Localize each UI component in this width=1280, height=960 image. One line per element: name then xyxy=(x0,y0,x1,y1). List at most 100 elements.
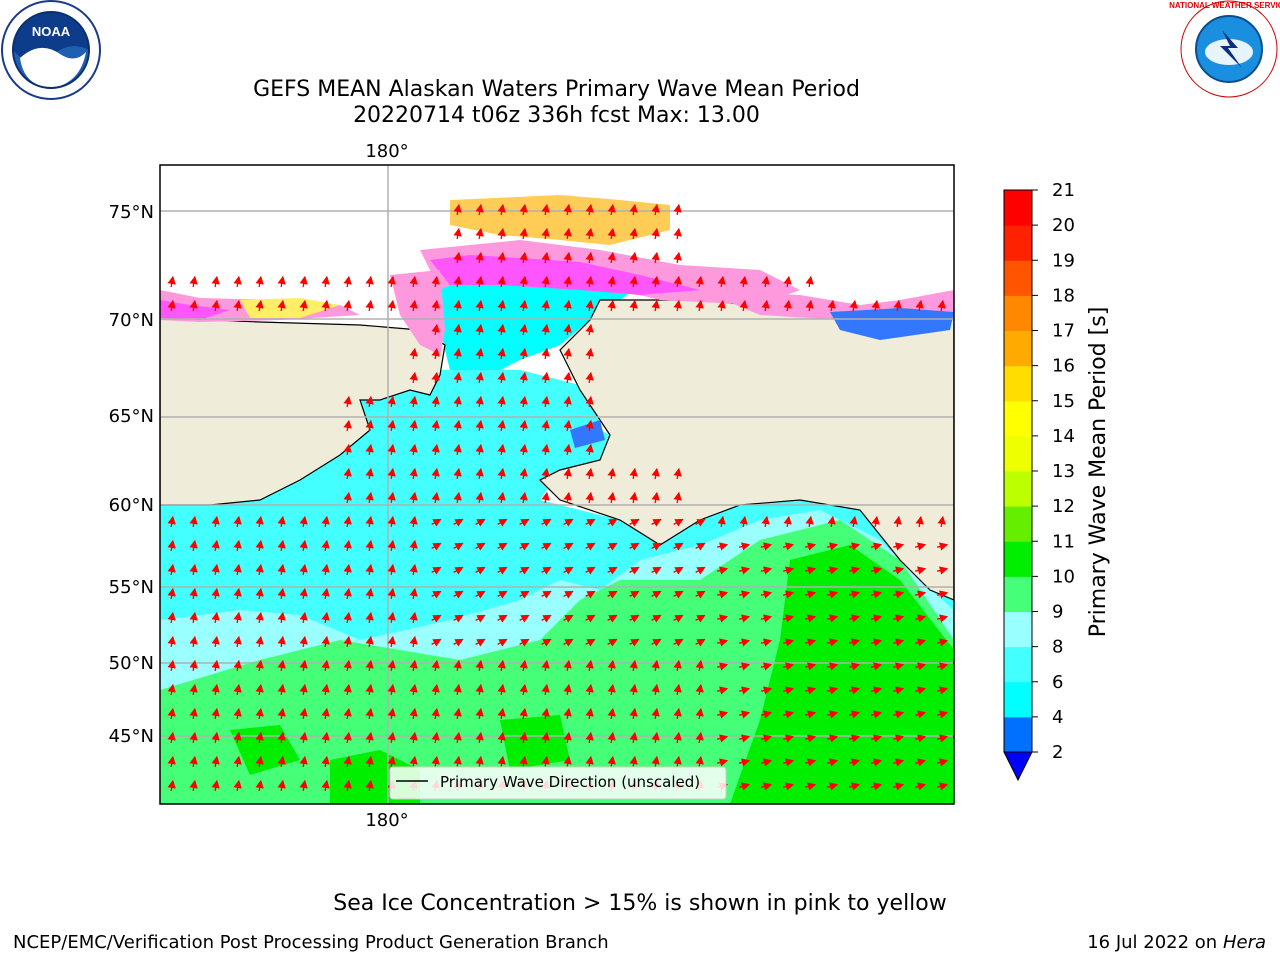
wave-arrow xyxy=(497,566,508,575)
wave-arrow xyxy=(519,467,528,480)
wave-arrow xyxy=(607,227,616,240)
wave-arrow xyxy=(760,710,773,719)
wave-arrow xyxy=(585,731,594,744)
wave-arrow xyxy=(475,755,484,768)
wave-arrow xyxy=(299,683,308,696)
wave-arrow xyxy=(804,638,817,647)
lon-label-bottom: 180° xyxy=(365,810,408,831)
wave-arrow xyxy=(871,515,880,528)
wave-arrow xyxy=(277,563,286,576)
wave-arrow xyxy=(387,419,396,432)
wave-arrow xyxy=(211,659,220,672)
wave-arrow xyxy=(453,443,462,456)
wave-arrow xyxy=(321,635,330,648)
wave-arrow xyxy=(189,707,198,720)
wave-arrow xyxy=(936,686,949,695)
wave-arrow xyxy=(321,611,330,624)
wave-arrow xyxy=(695,542,706,551)
wave-arrow xyxy=(167,611,176,624)
wave-arrow xyxy=(365,755,374,768)
wave-arrow xyxy=(453,323,462,336)
wave-arrow xyxy=(453,371,462,384)
wave-arrow xyxy=(387,683,396,696)
wave-arrow xyxy=(541,614,552,623)
wave-arrow xyxy=(431,443,440,456)
wave-arrow xyxy=(585,638,596,647)
wave-arrow xyxy=(651,518,662,527)
wave-arrow xyxy=(629,683,638,696)
wave-arrow xyxy=(475,638,486,647)
wave-arrow xyxy=(563,227,572,240)
wave-arrow xyxy=(167,275,176,288)
wave-arrow xyxy=(849,299,858,312)
wave-arrow xyxy=(673,275,682,288)
wave-arrow xyxy=(255,635,264,648)
colorbar-swatch xyxy=(1004,365,1032,402)
wave-arrow xyxy=(826,710,839,719)
wave-arrow xyxy=(607,731,616,744)
wave-arrow xyxy=(541,275,550,288)
wave-arrow xyxy=(409,347,418,360)
wave-arrow xyxy=(365,707,374,720)
wave-arrow xyxy=(233,707,242,720)
wave-arrow xyxy=(299,779,308,792)
wave-arrow xyxy=(585,275,594,288)
wave-arrow xyxy=(805,275,814,288)
wave-arrow xyxy=(915,515,924,528)
wave-arrow xyxy=(497,323,506,336)
wave-arrow xyxy=(892,686,905,695)
wave-arrow xyxy=(541,443,550,456)
wave-arrow xyxy=(563,614,574,623)
wave-arrow xyxy=(497,707,506,720)
wave-arrow xyxy=(738,542,751,551)
wave-arrow xyxy=(563,491,572,504)
wave-arrow xyxy=(409,419,418,432)
wave-arrow xyxy=(431,707,440,720)
wave-arrow xyxy=(343,683,352,696)
wave-arrow xyxy=(497,299,506,312)
title-line-2: 20220714 t06z 336h fcst Max: 13.00 xyxy=(353,103,760,128)
wave-arrow xyxy=(629,491,638,504)
wave-arrow xyxy=(563,467,572,480)
wave-arrow xyxy=(651,542,662,551)
colorbar-swatch xyxy=(1004,506,1032,542)
wave-arrow xyxy=(519,755,528,768)
wave-arrow xyxy=(475,518,486,527)
wave-arrow xyxy=(585,755,594,768)
wave-arrow xyxy=(211,707,220,720)
wave-arrow xyxy=(541,347,550,360)
wave-arrow xyxy=(299,299,308,312)
wave-arrow xyxy=(519,707,528,720)
wave-arrow xyxy=(519,443,528,456)
wave-arrow xyxy=(343,491,352,504)
wave-arrow xyxy=(409,587,418,600)
wave-arrow xyxy=(475,203,484,216)
colorbar-swatch xyxy=(1004,435,1032,472)
wave-arrow xyxy=(167,779,176,792)
wave-arrow xyxy=(892,662,905,671)
wave-arrow xyxy=(738,566,751,575)
wave-arrow xyxy=(826,758,839,767)
wave-arrow xyxy=(541,419,550,432)
wave-arrow xyxy=(716,542,729,551)
wave-arrow xyxy=(804,542,817,551)
wave-arrow xyxy=(387,443,396,456)
wave-arrow xyxy=(563,518,574,527)
wave-arrow xyxy=(892,590,905,599)
wave-arrow xyxy=(431,275,440,288)
wave-arrow xyxy=(629,659,638,672)
wave-arrow xyxy=(848,782,861,791)
wave-arrow xyxy=(541,518,552,527)
wave-arrow xyxy=(739,299,748,312)
wave-arrow xyxy=(277,539,286,552)
wave-arrow xyxy=(804,614,817,623)
wave-arrow xyxy=(541,707,550,720)
colorbar: 2 4 6 8 9 10 11 12 13 14 15 16 17 18 19 20 21 xyxy=(1003,180,1075,782)
wave-arrow xyxy=(607,542,618,551)
wave-arrow xyxy=(892,782,905,791)
wave-arrow xyxy=(519,731,528,744)
wave-arrow xyxy=(871,299,880,312)
wave-arrow xyxy=(453,614,464,623)
wave-arrow xyxy=(233,299,242,312)
wave-arrow xyxy=(409,275,418,288)
